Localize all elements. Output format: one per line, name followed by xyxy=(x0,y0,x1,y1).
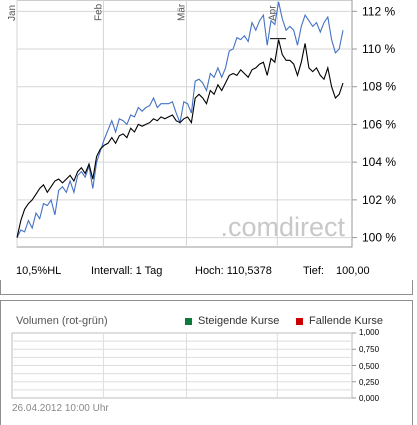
frame-right-top xyxy=(412,280,413,294)
legend-falling-swatch xyxy=(296,317,303,325)
frame-left-bottom xyxy=(0,300,1,425)
y-tick-label: 106 % xyxy=(362,117,396,131)
volume-frame xyxy=(11,332,353,399)
interval-label: Intervall: 1 Tag xyxy=(91,265,163,277)
x-tick-label: Jan xyxy=(7,5,18,21)
watermark-comdirect: .comdirect xyxy=(220,212,345,242)
legend-rising-label: Steigende Kurse xyxy=(198,315,280,327)
low-value: 100,00 xyxy=(336,265,370,277)
legend-falling: Fallende Kurse xyxy=(296,315,383,327)
y-tick-label: 100 % xyxy=(362,231,396,245)
plot-frame xyxy=(16,0,353,248)
frame-bottom-top xyxy=(0,294,413,295)
legend-falling-label: Fallende Kurse xyxy=(309,315,383,327)
y-tick-label: 112 % xyxy=(362,4,395,18)
high-value: Hoch: 110,5378 xyxy=(195,265,272,277)
volume-tick-label: 1,000 xyxy=(359,328,380,337)
legend-rising: Steigende Kurse xyxy=(185,315,279,327)
x-tick-label: Feb xyxy=(93,3,104,21)
volume-grid xyxy=(11,332,356,399)
series-line-1 xyxy=(16,39,344,238)
frame-right-bottom xyxy=(412,300,413,425)
volume-tick-label: 0,500 xyxy=(359,362,380,371)
price-chart: .comdirect Jan Feb Mär Apr 100 %102 %104 %1… xyxy=(7,0,396,248)
volume-tick-label: 0,000 xyxy=(359,394,380,403)
y-tick-label: 102 % xyxy=(362,193,396,207)
volume-title: Volumen (rot-grün) xyxy=(16,315,108,327)
frame-left-top xyxy=(0,280,1,294)
chart-grid xyxy=(16,0,357,248)
chart-series xyxy=(16,1,344,238)
x-tick-label: Mär xyxy=(177,3,188,21)
x-tick-label: Apr xyxy=(267,5,278,21)
volume-tick-label: 0,750 xyxy=(359,345,380,354)
low-label: Tief: xyxy=(303,265,324,277)
y-tick-label: 110 % xyxy=(362,42,395,56)
y-tick-label: 104 % xyxy=(362,155,396,169)
series-line-0 xyxy=(16,1,344,238)
x-axis-labels: Jan Feb Mär Apr xyxy=(7,3,278,21)
legend-rising-swatch xyxy=(185,317,192,325)
timestamp: 26.04.2012 10:00 Uhr xyxy=(12,403,109,414)
volume-tick-label: 0,250 xyxy=(359,378,380,387)
y-axis-labels: 100 % 102 % 104 % 106 % 108 % 110 % 112 % xyxy=(362,4,396,244)
y-tick-label: 108 % xyxy=(362,80,396,94)
frame-top-bottom xyxy=(0,300,413,301)
security-name: 10,5%HL xyxy=(16,265,62,277)
